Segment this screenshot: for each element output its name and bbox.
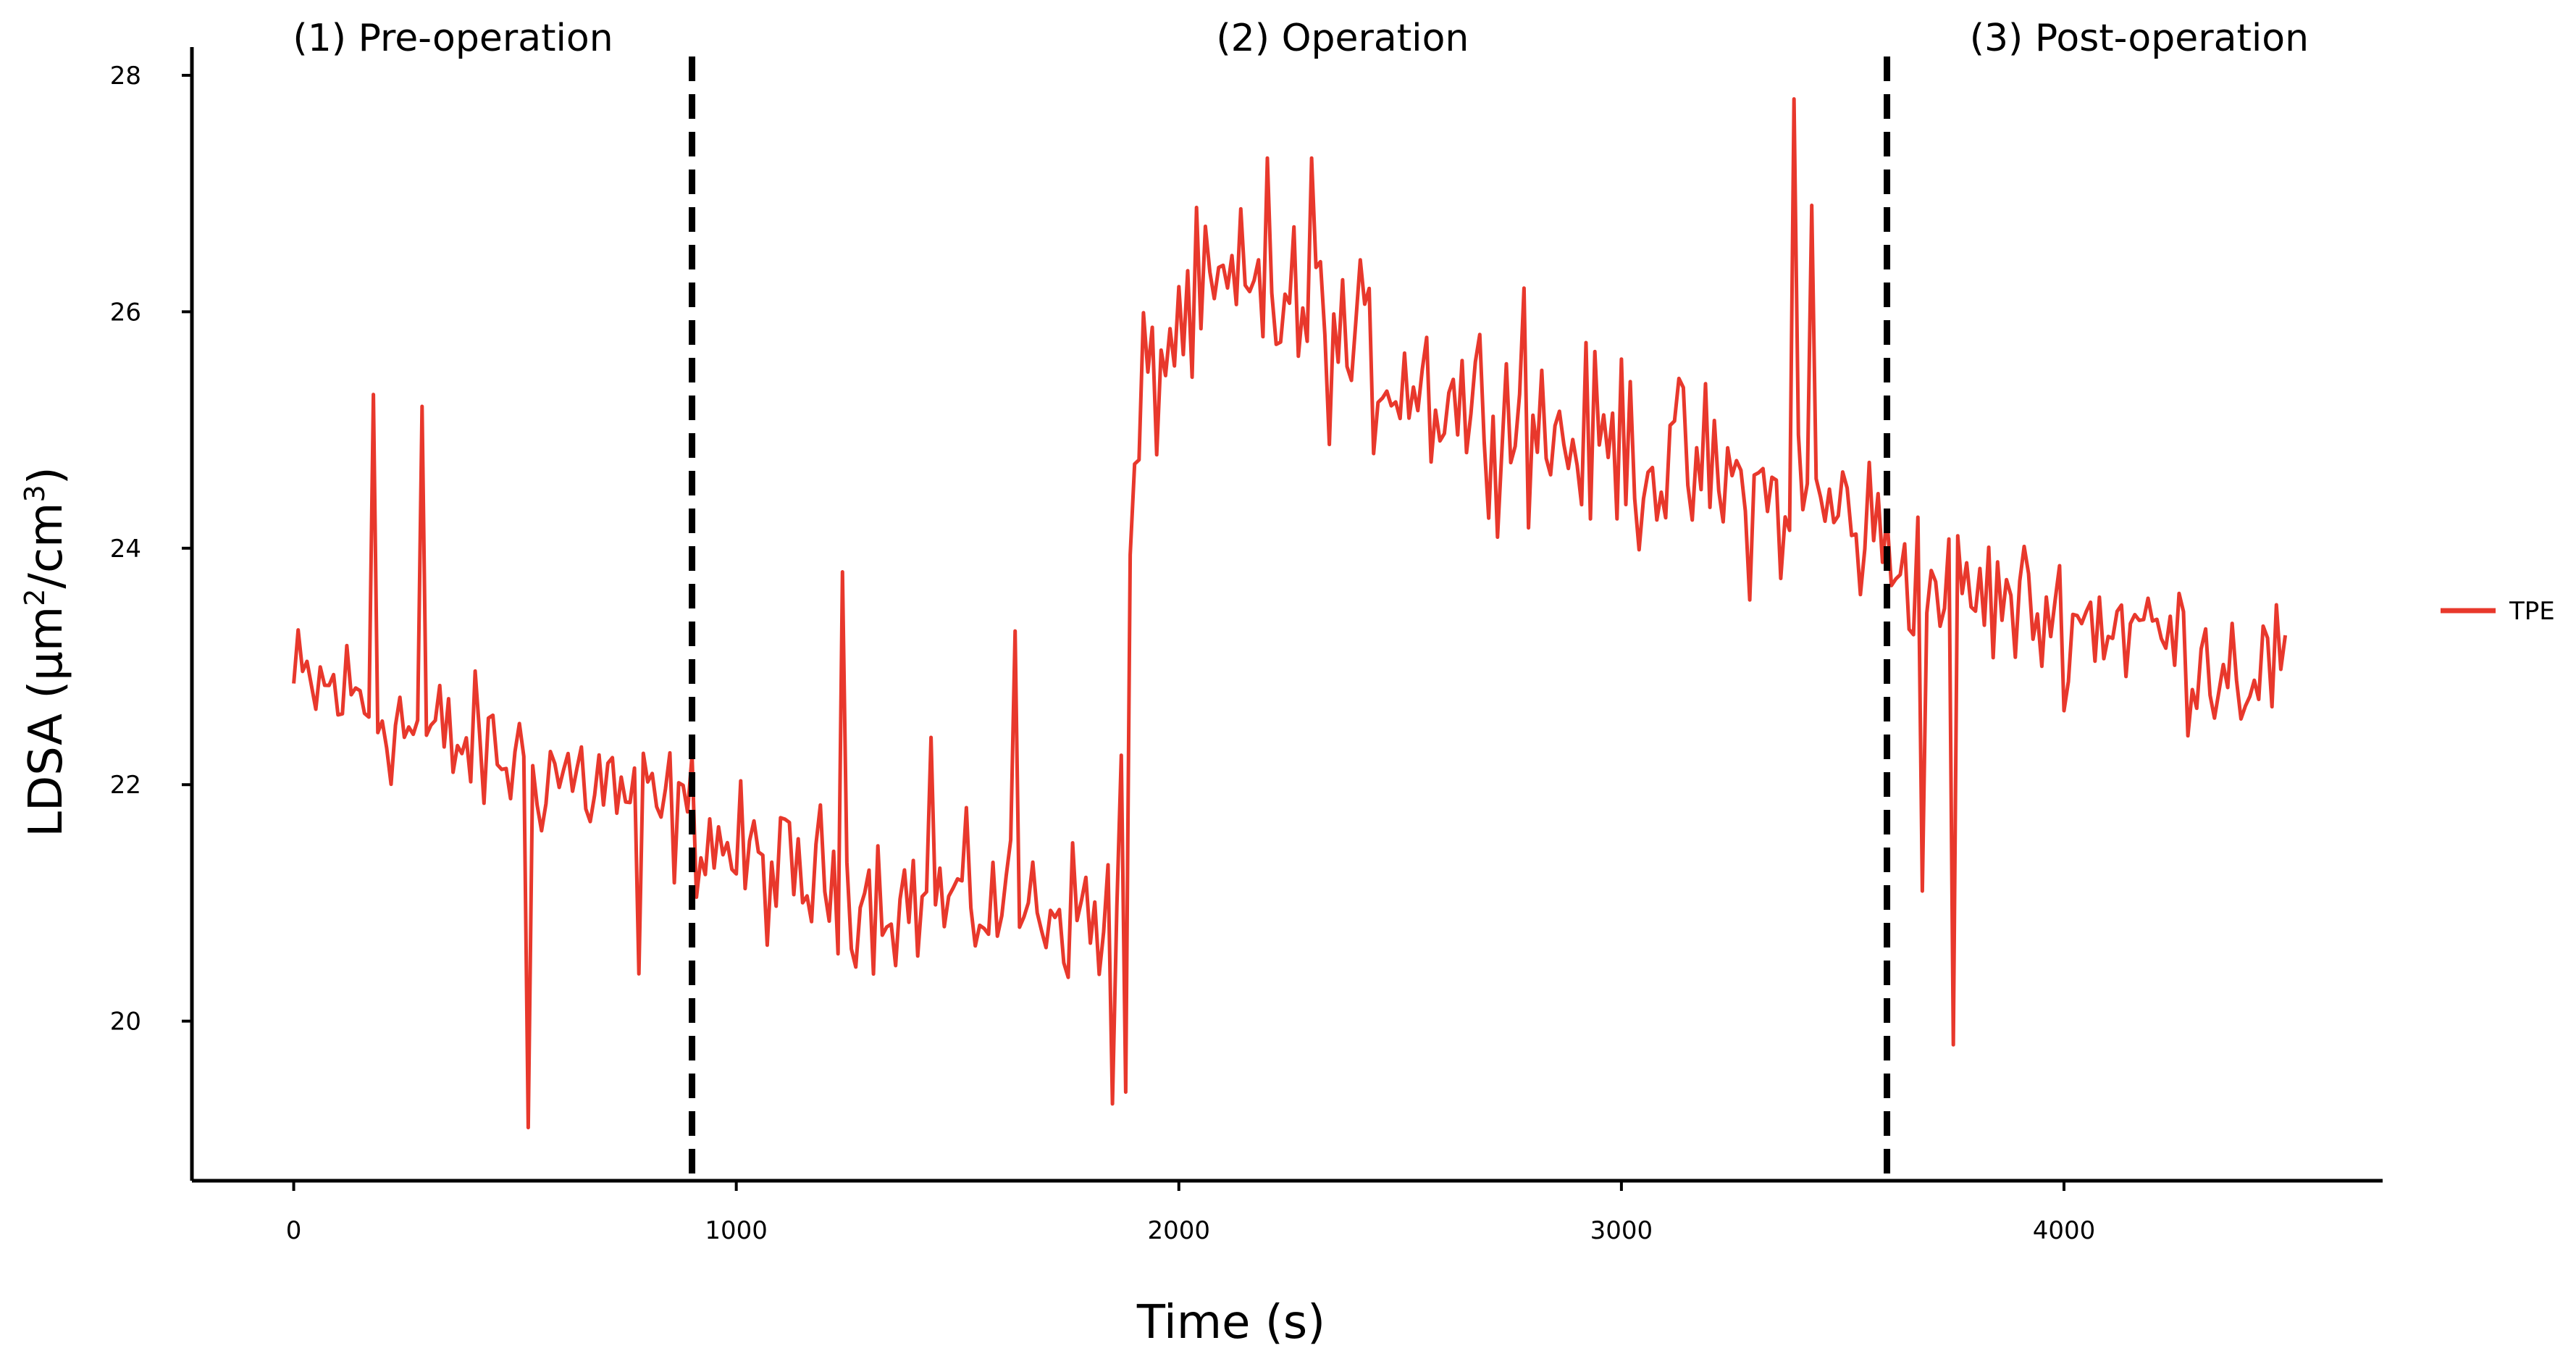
phase-label-layer: (1) Pre-operation (2) Operation (3) Post-o… [293, 17, 2309, 60]
x-axis-title: Time (s) [1136, 1296, 1325, 1350]
legend-label-tpe: TPE [2509, 597, 2555, 626]
y-tick-label: 24 [110, 535, 141, 564]
phase-label: (2) Operation [1216, 17, 1469, 60]
y-axis-title-main: LDSA (μm [20, 606, 73, 837]
y-axis-title-mid: /cm [20, 502, 73, 588]
x-tick-label: 2000 [1148, 1216, 1211, 1245]
y-axis-title-exponent-2: 3 [19, 485, 51, 502]
x-tick-label: 4000 [2033, 1216, 2096, 1245]
legend: TPE [2441, 597, 2555, 626]
y-axis-title-exponent-1: 2 [19, 589, 51, 606]
x-tick-label: 1000 [705, 1216, 768, 1245]
y-axis-title: LDSA (μm2/cm3) [19, 466, 73, 837]
x-tick-label: 0 [286, 1216, 302, 1245]
series-line-tpe [292, 97, 2288, 1130]
y-axis-title-close: ) [20, 466, 73, 485]
phase-label: (1) Pre-operation [293, 17, 613, 60]
phase-label: (3) Post-operation [1970, 17, 2309, 60]
y-tick-label: 22 [110, 771, 141, 800]
y-tick-label: 26 [110, 298, 141, 327]
y-tick-label: 20 [110, 1008, 141, 1037]
tick-layer: 20 22 24 26 28 0 1000 2000 3000 4000 [110, 62, 2096, 1245]
y-tick-label: 28 [110, 62, 141, 91]
series-layer [292, 97, 2288, 1130]
x-tick-label: 3000 [1590, 1216, 1653, 1245]
